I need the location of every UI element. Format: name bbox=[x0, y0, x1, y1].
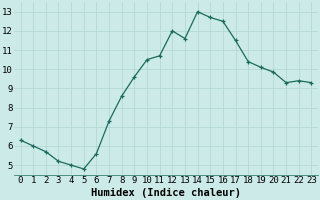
X-axis label: Humidex (Indice chaleur): Humidex (Indice chaleur) bbox=[91, 188, 241, 198]
